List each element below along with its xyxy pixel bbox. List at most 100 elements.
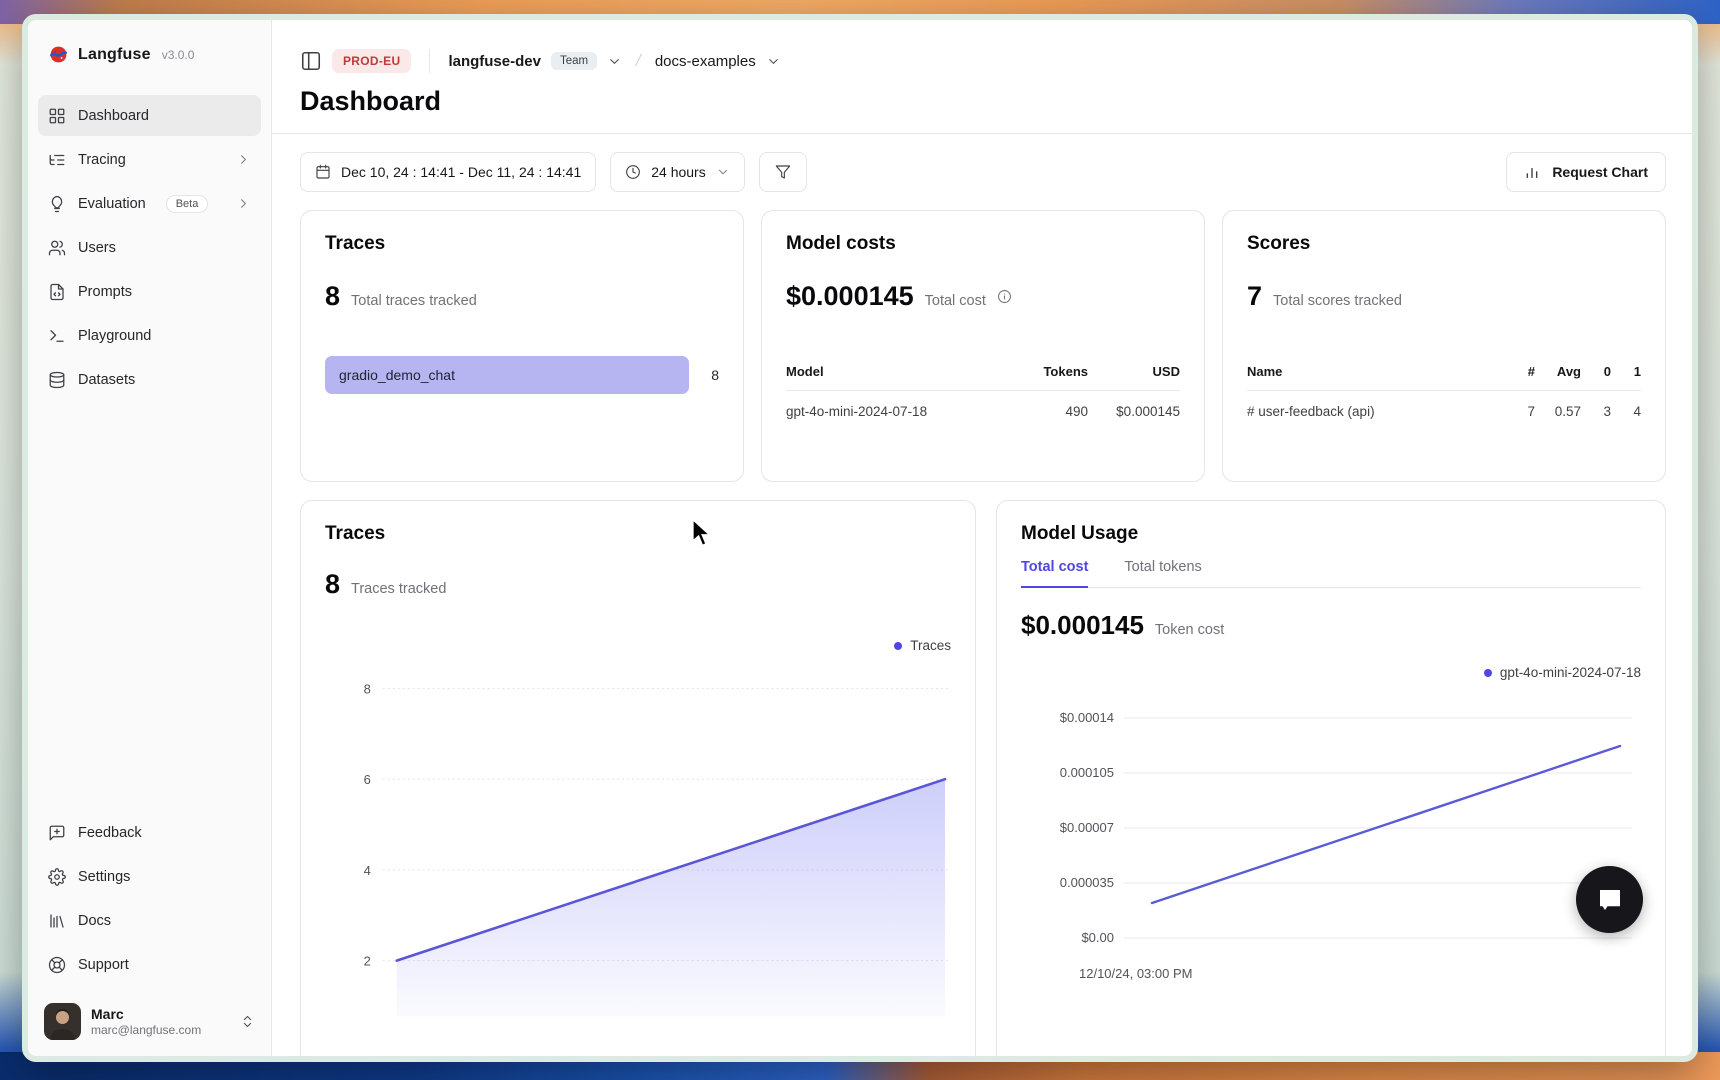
traces-line xyxy=(395,777,947,962)
terminal-icon xyxy=(50,329,64,342)
traces-chart-value: 8 xyxy=(325,569,341,599)
cell-name: # user-feedback (api) xyxy=(1247,404,1375,419)
cell-model: gpt-4o-mini-2024-07-18 xyxy=(786,404,928,419)
date-range-value: Dec 10, 24 : 14:41 - Dec 11, 24 : 14:41 xyxy=(341,164,582,180)
brand-name: Langfuse xyxy=(78,45,151,63)
cards-row-1: Traces 8 Total traces tracked gradio_dem… xyxy=(300,210,1666,482)
trace-name-count: 8 xyxy=(711,367,719,383)
col-count: # xyxy=(1527,364,1535,379)
cell-zero: 3 xyxy=(1603,404,1611,419)
trace-name-bar-row: gradio_demo_chat 8 xyxy=(325,356,719,394)
traces-chart-label: Traces tracked xyxy=(351,581,447,597)
chat-widget-button[interactable] xyxy=(1576,866,1643,933)
sidebar-item-label: Users xyxy=(78,239,116,256)
sidebar-item-settings[interactable]: Settings xyxy=(38,856,261,897)
sidebar-item-docs[interactable]: Docs xyxy=(38,900,261,941)
sidebar-item-label: Support xyxy=(78,956,129,973)
card-title: Traces xyxy=(325,523,386,544)
tab-total-tokens[interactable]: Total tokens xyxy=(1124,559,1202,575)
col-one: 1 xyxy=(1633,364,1641,379)
dashboard-icon xyxy=(49,108,65,123)
scores-table: Name # Avg 0 1 # user-feedback (api) 7 0… xyxy=(1247,364,1641,419)
org-name[interactable]: langfuse-dev xyxy=(448,52,541,70)
sidebar-nav: Dashboard Tracing Evaluation Beta Users xyxy=(38,95,261,400)
breadcrumb-divider xyxy=(429,49,431,73)
chevron-down-icon[interactable] xyxy=(766,54,781,69)
filter-bar: Dec 10, 24 : 14:41 - Dec 11, 24 : 14:41 … xyxy=(300,152,1666,192)
request-chart-button[interactable]: Request Chart xyxy=(1506,152,1666,192)
avatar xyxy=(44,1003,81,1040)
clock-icon xyxy=(626,165,641,179)
trace-name-label: gradio_demo_chat xyxy=(339,367,455,383)
sidebar-item-dashboard[interactable]: Dashboard xyxy=(38,95,261,136)
chevron-right-icon xyxy=(241,199,246,208)
sidebar-item-label: Evaluation xyxy=(78,195,146,212)
card-title: Model costs xyxy=(786,233,896,254)
model-costs-card: Model costs $0.000145 Total cost Model T… xyxy=(761,210,1205,482)
sidebar-item-label: Docs xyxy=(78,912,112,929)
model-costs-table: Model Tokens USD gpt-4o-mini-2024-07-18 … xyxy=(786,364,1180,419)
card-title: Scores xyxy=(1247,233,1311,254)
scores-total-value: 7 xyxy=(1247,281,1263,311)
life-buoy-icon xyxy=(48,956,66,973)
panel-left-toggle-icon[interactable] xyxy=(300,50,322,72)
sidebar-item-users[interactable]: Users xyxy=(38,227,261,268)
library-icon xyxy=(50,913,64,928)
chart-legend: Traces xyxy=(325,638,951,653)
col-avg: Avg xyxy=(1556,364,1581,379)
sidebar-item-evaluation[interactable]: Evaluation Beta xyxy=(38,183,261,224)
traces-line-chart[interactable]: 8 6 4 2 xyxy=(325,665,951,1017)
model-costs-value: $0.000145 xyxy=(786,281,914,311)
request-chart-label: Request Chart xyxy=(1552,164,1648,180)
model-costs-label: Total cost xyxy=(924,293,986,309)
beta-badge: Beta xyxy=(165,194,209,213)
sidebar: Langfuse v3.0.0 Dashboard Tracing Evalua… xyxy=(28,20,272,1056)
xtick: 12/10/24, 03:00 PM xyxy=(1079,966,1192,981)
ytick: 6 xyxy=(364,772,371,787)
calendar-icon xyxy=(316,164,330,179)
filter-button[interactable] xyxy=(758,152,807,192)
sidebar-item-label: Feedback xyxy=(78,824,142,841)
traces-chart-card: Traces 8 Traces tracked Traces xyxy=(300,500,976,1056)
project-name[interactable]: docs-examples xyxy=(654,52,756,70)
sidebar-item-playground[interactable]: Playground xyxy=(38,315,261,356)
cell-usd: $0.000145 xyxy=(1116,404,1180,419)
user-menu[interactable]: Marc marc@langfuse.com xyxy=(38,993,261,1042)
sidebar-footer-nav: Feedback Settings Docs Support xyxy=(38,812,261,985)
lightbulb-icon xyxy=(51,195,63,212)
table-row[interactable]: # user-feedback (api) 7 0.57 3 4 xyxy=(1247,391,1641,419)
sidebar-item-feedback[interactable]: Feedback xyxy=(38,812,261,853)
token-cost-value: $0.000145 xyxy=(1021,610,1144,640)
file-icon xyxy=(50,283,64,300)
col-name: Name xyxy=(1247,364,1283,379)
ytick: $0.00007 xyxy=(1060,820,1114,835)
sidebar-item-datasets[interactable]: Datasets xyxy=(38,359,261,400)
sidebar-item-label: Datasets xyxy=(78,371,136,388)
ytick: 0.000035 xyxy=(1060,875,1114,890)
cost-line xyxy=(1150,744,1622,905)
date-range-picker[interactable]: Dec 10, 24 : 14:41 - Dec 11, 24 : 14:41 xyxy=(300,152,597,192)
funnel-icon xyxy=(775,165,790,179)
tab-total-cost[interactable]: Total cost xyxy=(1021,559,1089,588)
sidebar-item-support[interactable]: Support xyxy=(38,944,261,985)
trace-name-bar[interactable]: gradio_demo_chat xyxy=(325,356,689,394)
chevron-down-icon xyxy=(718,169,727,175)
table-row[interactable]: gpt-4o-mini-2024-07-18 490 $0.000145 xyxy=(786,391,1180,419)
model-usage-line-chart[interactable]: $0.00014 0.000105 $0.00007 0.000035 $0.0… xyxy=(1021,688,1641,988)
chevron-down-icon[interactable] xyxy=(607,54,622,69)
legend-dot xyxy=(894,641,903,650)
col-tokens: Tokens xyxy=(1043,364,1088,379)
user-email: marc@langfuse.com xyxy=(91,1023,202,1038)
chevron-right-icon xyxy=(241,155,246,164)
sidebar-item-tracing[interactable]: Tracing xyxy=(38,139,261,180)
legend-dot xyxy=(1483,668,1492,677)
ytick: 8 xyxy=(364,681,371,696)
chevrons-up-down-icon xyxy=(243,1015,252,1028)
sidebar-item-prompts[interactable]: Prompts xyxy=(38,271,261,312)
info-icon[interactable] xyxy=(997,289,1012,304)
ytick: 0.000105 xyxy=(1060,765,1114,780)
interval-select[interactable]: 24 hours xyxy=(610,152,745,192)
chart-legend: gpt-4o-mini-2024-07-18 xyxy=(1021,665,1641,680)
cards-row-2: Traces 8 Traces tracked Traces xyxy=(300,500,1666,1056)
database-icon xyxy=(49,371,65,388)
